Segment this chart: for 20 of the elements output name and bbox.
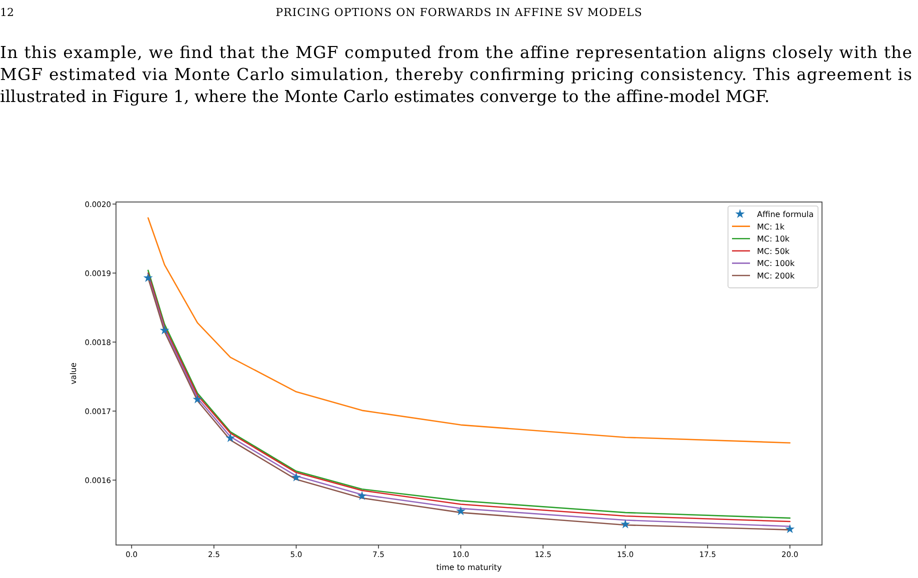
text: In this example, we find that the MGF computed from the affine representation aligns closely with the MGF estimated via Monte Carlo simulation, thereby confirming pricing consistency. This agreement is illustrated in Figure 1, where the Monte Carlo estimates converge to the affine-model MGF. <box>0 43 912 106</box>
text: PRICING OPTIONS ON FORWARDS IN AFFINE SV MODELS <box>276 6 642 19</box>
legend-label: MC: 50k <box>757 246 790 256</box>
legend-label: MC: 1k <box>757 222 785 232</box>
point <box>456 506 466 516</box>
point <box>143 272 153 282</box>
point <box>160 325 170 334</box>
point <box>291 472 301 482</box>
point <box>192 394 202 404</box>
point <box>785 524 795 534</box>
legend-label: MC: 100k <box>757 259 795 268</box>
text: 12 <box>0 6 14 19</box>
x-axis-title: time to maturity <box>436 563 502 572</box>
point <box>357 491 367 500</box>
point <box>226 433 236 442</box>
legend-label: MC: 200k <box>757 272 795 280</box>
legend-label: Affine formula <box>757 210 814 219</box>
y-axis-title: value <box>69 362 78 384</box>
point <box>620 519 630 528</box>
legend-label: MC: 10k <box>757 234 790 244</box>
